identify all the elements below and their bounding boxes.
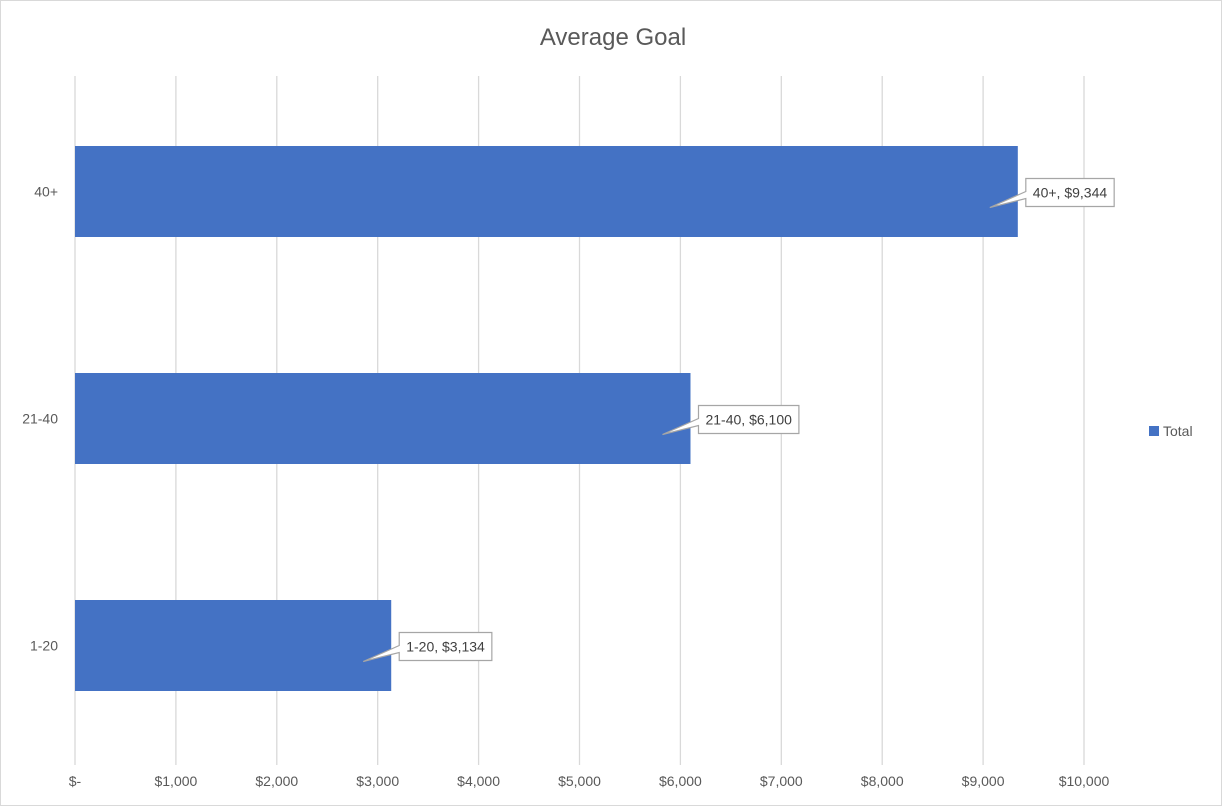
- x-tick-label: $8,000: [861, 773, 904, 789]
- data-label: 40+, $9,344: [1033, 185, 1108, 201]
- x-tick-label: $7,000: [760, 773, 803, 789]
- legend-label: Total: [1163, 423, 1193, 439]
- x-tick-label: $9,000: [962, 773, 1005, 789]
- category-label: 40+: [34, 184, 58, 200]
- data-label-callout: [989, 177, 1115, 209]
- bar: [75, 146, 1018, 237]
- x-tick-label: $6,000: [659, 773, 702, 789]
- x-tick-label: $4,000: [457, 773, 500, 789]
- x-tick-label: $5,000: [558, 773, 601, 789]
- data-label-callout: [662, 404, 800, 436]
- x-tick-label: $-: [69, 773, 82, 789]
- bar: [75, 600, 392, 691]
- data-labels: 1-20, $3,134 21-40, $6,100 40+, $9,344: [362, 177, 1115, 663]
- chart-title: Average Goal: [540, 24, 686, 51]
- bar: [75, 373, 691, 464]
- x-tick-label: $1,000: [154, 773, 197, 789]
- legend-swatch: [1149, 426, 1159, 436]
- x-tick-label: $3,000: [356, 773, 399, 789]
- x-axis-tick-labels: $- $1,000 $2,000 $3,000 $4,000 $5,000 $6,000 $7…: [69, 773, 1110, 789]
- data-label: 21-40, $6,100: [705, 412, 792, 428]
- category-label: 21-40: [22, 411, 58, 427]
- x-tick-label: $10,000: [1059, 773, 1110, 789]
- category-label: 1-20: [30, 638, 58, 654]
- bars: [75, 146, 1018, 691]
- x-tick-label: $2,000: [255, 773, 298, 789]
- legend: Total: [1149, 423, 1193, 439]
- data-label-callout: [362, 631, 493, 663]
- y-axis-category-labels: 1-20 21-40 40+: [22, 184, 58, 654]
- data-label: 1-20, $3,134: [406, 639, 485, 655]
